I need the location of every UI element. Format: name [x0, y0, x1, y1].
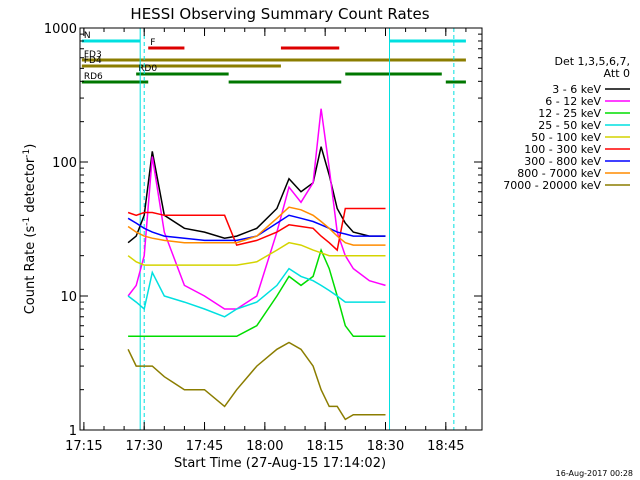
legend-label-300-800-kev: 300 - 800 keV — [524, 155, 601, 168]
flag-label-f: F — [150, 38, 155, 48]
series-line-300-800-kev — [127, 214, 386, 242]
legend-label-100-300-kev: 100 - 300 keV — [524, 143, 601, 156]
legend-label-25-50-kev: 25 - 50 keV — [538, 119, 601, 132]
legend-label-3-6-kev: 3 - 6 keV — [552, 83, 601, 96]
chart-title: HESSI Observing Summary Count Rates — [130, 5, 429, 23]
y-axis-label-mid: detector — [23, 157, 38, 217]
flag-label-rd0: RD0 — [138, 64, 157, 74]
x-axis-label: Start Time (27-Aug-15 17:14:02) — [174, 456, 386, 471]
y-tick-label-1: 1 — [69, 424, 77, 439]
legend-label-7000-20000-kev: 7000 - 20000 keV — [503, 179, 601, 192]
plot-frame — [79, 27, 483, 431]
legend-label-50-100-kev: 50 - 100 keV — [531, 131, 601, 144]
legend-header-line1: Det 1,3,5,6,7, — [554, 55, 630, 68]
x-axis-ticks: 17:15 17:30 17:45 18:00 18:15 18:30 18:45 — [65, 28, 467, 454]
x-tick-label-18-00: 18:00 — [246, 439, 283, 454]
flag-label-rd6: RD6 — [84, 72, 103, 82]
y-axis-label-main: Count Rate (s — [23, 226, 38, 315]
y-axis-label-sup2: -1 — [22, 149, 32, 158]
y-tick-label-100: 100 — [52, 156, 77, 171]
flag-label-n: N — [84, 31, 91, 41]
y-tick-label-10: 10 — [60, 290, 77, 305]
series-line-7000-20000-kev — [127, 341, 386, 421]
series-line-800-7000-kev — [127, 206, 386, 246]
x-tick-label-18-15: 18:15 — [306, 439, 343, 454]
x-tick-label-18-30: 18:30 — [367, 439, 404, 454]
series-line-50-100-kev — [127, 241, 386, 266]
y-axis-label-sup1: -1 — [22, 217, 32, 226]
y-axis-label-end: ) — [23, 144, 38, 149]
series-line-12-25-kev — [128, 247, 386, 338]
y-axis-label: Count Rate (s-1 detector-1) — [22, 144, 38, 315]
x-tick-label-17-45: 17:45 — [186, 439, 223, 454]
series-line-100-300-kev — [127, 207, 386, 252]
legend-label-12-25-kev: 12 - 25 keV — [538, 107, 601, 120]
legend-header-line2: Att 0 — [604, 67, 630, 80]
y-axis-ticks: 1 10 100 1000 — [44, 22, 482, 439]
x-tick-label-18-45: 18:45 — [427, 439, 464, 454]
attenuator-lines — [139, 28, 455, 430]
x-tick-label-17-15: 17:15 — [65, 439, 102, 454]
series-lines — [127, 108, 386, 421]
y-tick-label-1000: 1000 — [44, 22, 77, 37]
series-line-3-6-kev — [127, 146, 386, 244]
x-tick-label-17-30: 17:30 — [125, 439, 162, 454]
legend-label-6-12-kev: 6 - 12 keV — [545, 95, 601, 108]
legend-label-800-7000-kev: 800 - 7000 keV — [517, 167, 601, 180]
footer-date: 16-Aug-2017 00:28 — [556, 469, 633, 478]
series-line-25-50-kev — [127, 267, 386, 318]
flag-label-fd3: FD3 — [84, 50, 102, 60]
flag-label-fd4: FD4 — [84, 56, 102, 66]
